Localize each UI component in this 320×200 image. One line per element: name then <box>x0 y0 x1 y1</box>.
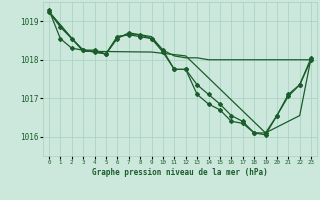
X-axis label: Graphe pression niveau de la mer (hPa): Graphe pression niveau de la mer (hPa) <box>92 168 268 177</box>
